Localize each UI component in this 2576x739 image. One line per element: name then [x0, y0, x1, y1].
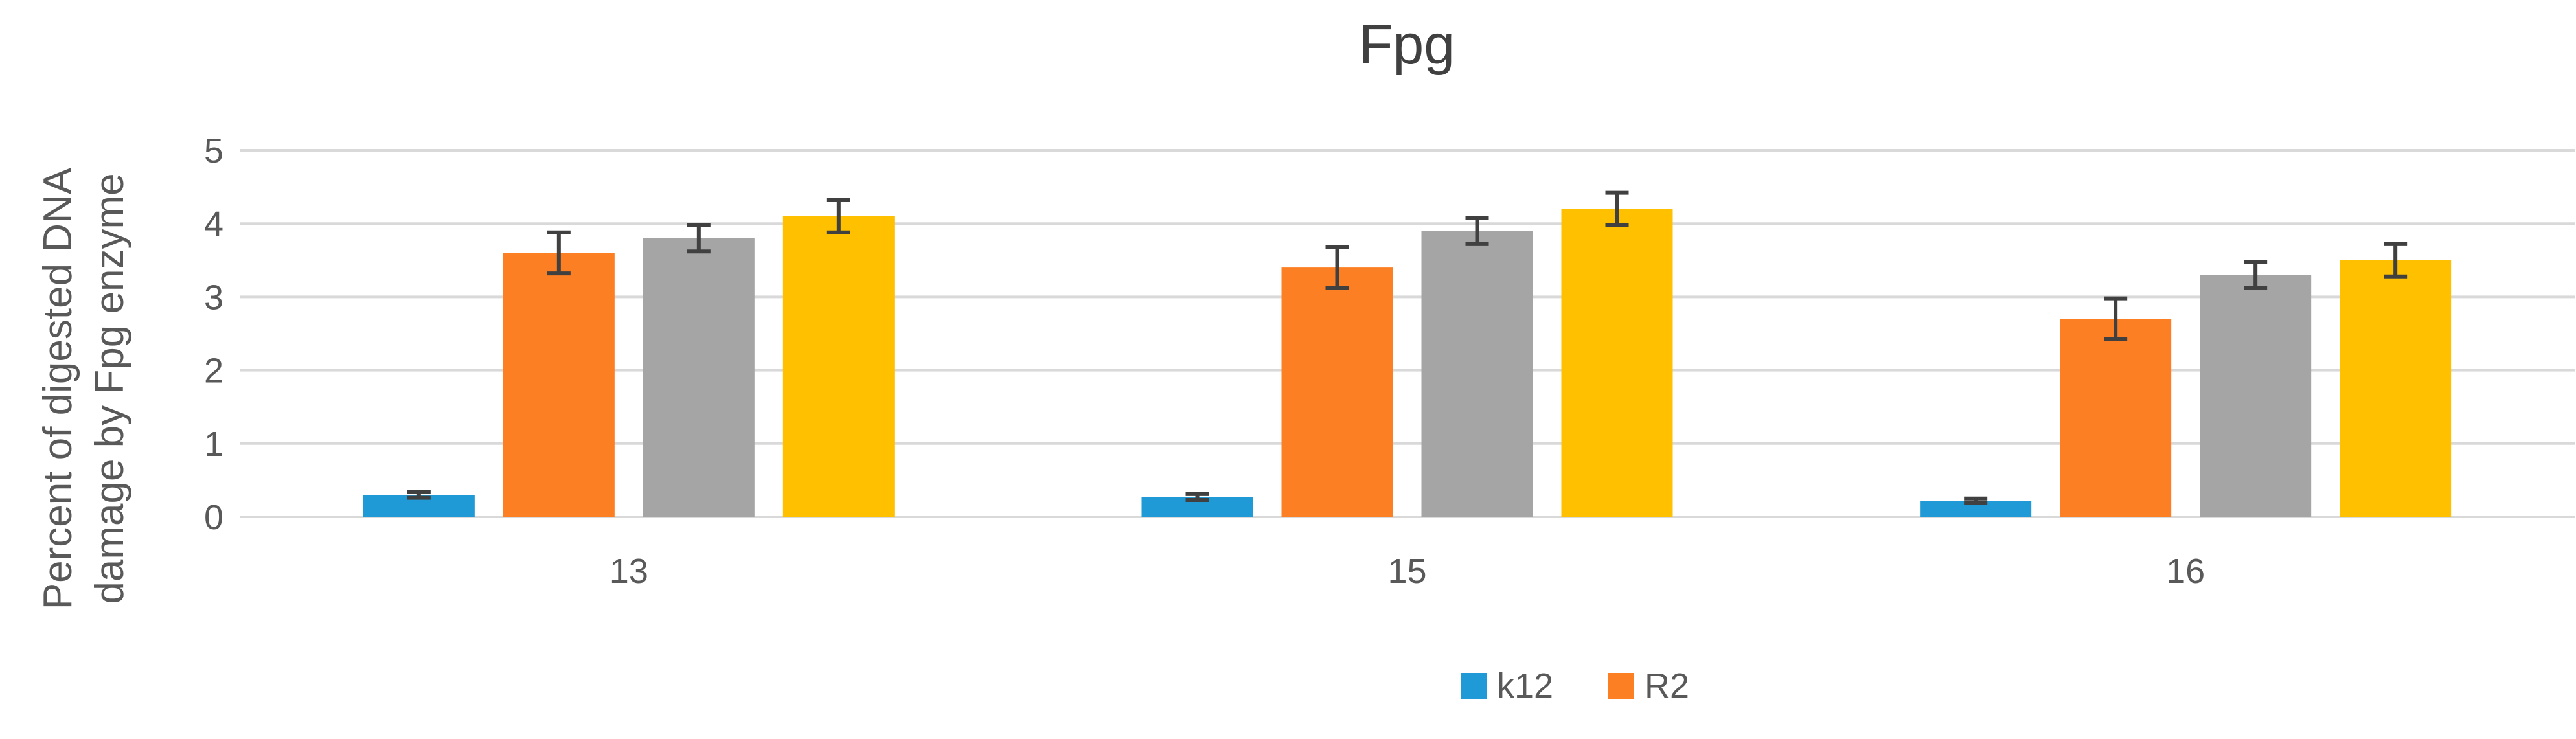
- legend-swatch: [1608, 673, 1634, 699]
- error-bar: [2244, 260, 2268, 290]
- legend-label: R2: [1645, 666, 1689, 705]
- error-bar: [1964, 496, 1988, 505]
- y-tick-label: 4: [204, 205, 223, 244]
- bar: [643, 238, 755, 517]
- legend-label: k12: [1497, 666, 1553, 705]
- bar: [1281, 267, 1393, 517]
- error-bar: [1185, 492, 1209, 502]
- y-axis-label-line-2: damage by Fpg enzyme: [87, 173, 132, 604]
- y-tick-label: 3: [204, 278, 223, 317]
- y-tick-label: 2: [204, 352, 223, 391]
- bar: [1561, 209, 1673, 517]
- gridlines: [240, 149, 2575, 518]
- y-tick-label: 5: [204, 131, 223, 170]
- error-bar: [687, 223, 711, 254]
- bar: [1421, 231, 1533, 517]
- bar: [2340, 260, 2452, 517]
- y-tick-labels: 0 1 2 3 4 5: [204, 131, 223, 537]
- bar: [2200, 275, 2312, 517]
- error-bar: [547, 230, 571, 276]
- legend-entry: k12: [1461, 666, 1553, 705]
- y-axis-label-line-1: Percent of digested DNA: [36, 167, 80, 609]
- x-tick-labels: 13 15 16: [610, 552, 2205, 591]
- error-bar: [1605, 190, 1629, 227]
- error-bar: [2384, 242, 2408, 279]
- x-tick-label: 16: [2166, 552, 2205, 591]
- error-bar: [826, 198, 850, 234]
- legend: k12 R2: [1461, 666, 1689, 705]
- x-tick-label: 13: [610, 552, 648, 591]
- y-axis-label: Percent of digested DNA damage by Fpg en…: [36, 167, 132, 609]
- error-bar: [2104, 296, 2128, 342]
- y-tick-label: 0: [204, 498, 223, 537]
- bar: [782, 216, 895, 517]
- error-bar: [1465, 216, 1489, 246]
- legend-swatch: [1461, 673, 1487, 699]
- error-bar: [1325, 245, 1349, 290]
- y-tick-label: 1: [204, 425, 223, 464]
- bar: [503, 253, 615, 517]
- error-bars: [407, 190, 2408, 505]
- error-bar: [407, 490, 431, 500]
- bar: [2060, 319, 2172, 517]
- legend-entry: R2: [1608, 666, 1689, 705]
- chart-title: Fpg: [1359, 14, 1455, 76]
- bars: [363, 209, 2452, 517]
- x-tick-label: 15: [1387, 552, 1426, 591]
